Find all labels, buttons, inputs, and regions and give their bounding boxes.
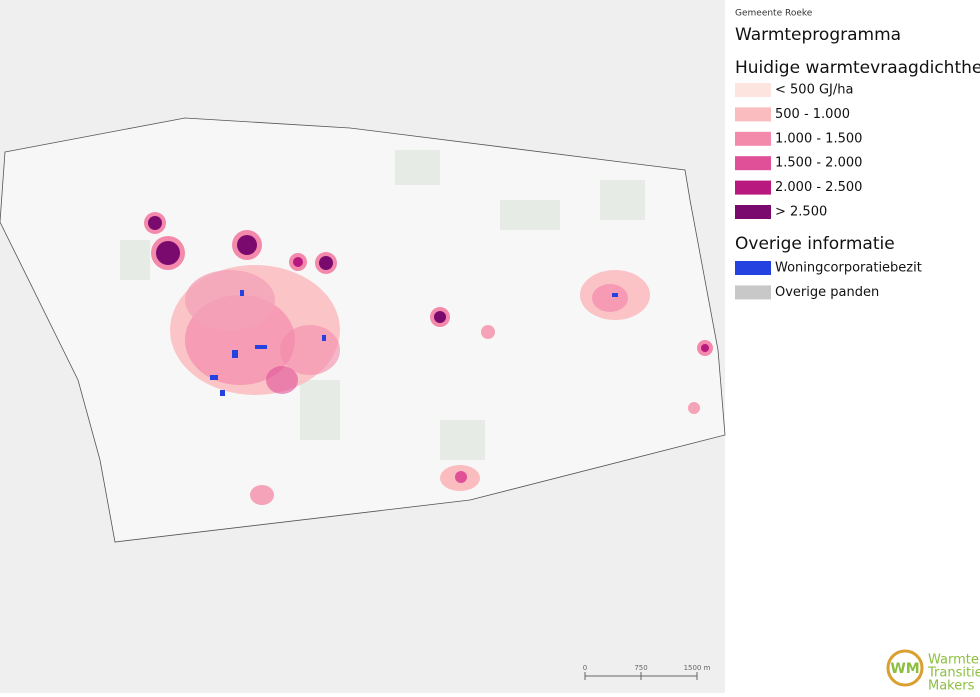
legend-title: Huidige warmtevraagdichtheid	[735, 58, 980, 78]
logo-text: Makers	[928, 679, 975, 694]
scale-label: 1500 m	[684, 664, 711, 672]
legend-label: 1.000 - 1.500	[775, 131, 862, 146]
legend-swatch	[735, 83, 771, 97]
legend-swatch	[735, 285, 771, 300]
scale-label: 750	[634, 664, 647, 672]
scale-label: 0	[583, 664, 587, 672]
legend-label: Overige panden	[775, 285, 879, 300]
legend-swatch	[735, 261, 771, 275]
logo-text: Transitie	[927, 666, 980, 681]
legend-title: Overige informatie	[735, 234, 895, 254]
housing-corporation	[210, 290, 618, 396]
legend-swatch	[735, 180, 771, 195]
legend-label: 1.500 - 2.000	[775, 156, 862, 171]
legend-swatch	[735, 107, 771, 122]
legend-swatch	[735, 205, 771, 219]
legend-group: < 500 GJ/ha 500 - 1.000 1.000 - 1.500 1.500…	[735, 83, 862, 220]
legend-swatch	[735, 131, 771, 146]
legend-group: Woningcorporatiebezit Overige panden	[735, 261, 922, 300]
logo-initials: WM	[890, 661, 919, 677]
legend-label: Woningcorporatiebezit	[775, 261, 922, 276]
legend-label: < 500 GJ/ha	[775, 83, 853, 98]
logo: WM Warmte Transitie Makers	[886, 649, 980, 694]
title: Warmteprogramma	[735, 25, 901, 45]
legend-label: 2.000 - 2.500	[775, 180, 862, 195]
legend-label: 500 - 1.000	[775, 107, 850, 122]
scale-bar: 0 750 1500 m	[583, 664, 711, 680]
fields	[120, 150, 645, 460]
municipality: Gemeente Roeke	[735, 9, 813, 19]
map-area: 0 750 1500 m	[0, 117, 726, 680]
legend-swatch	[735, 156, 771, 171]
logo-text: Warmte	[928, 653, 979, 668]
legend-label: > 2.500	[775, 205, 827, 220]
heat-density	[144, 212, 713, 505]
